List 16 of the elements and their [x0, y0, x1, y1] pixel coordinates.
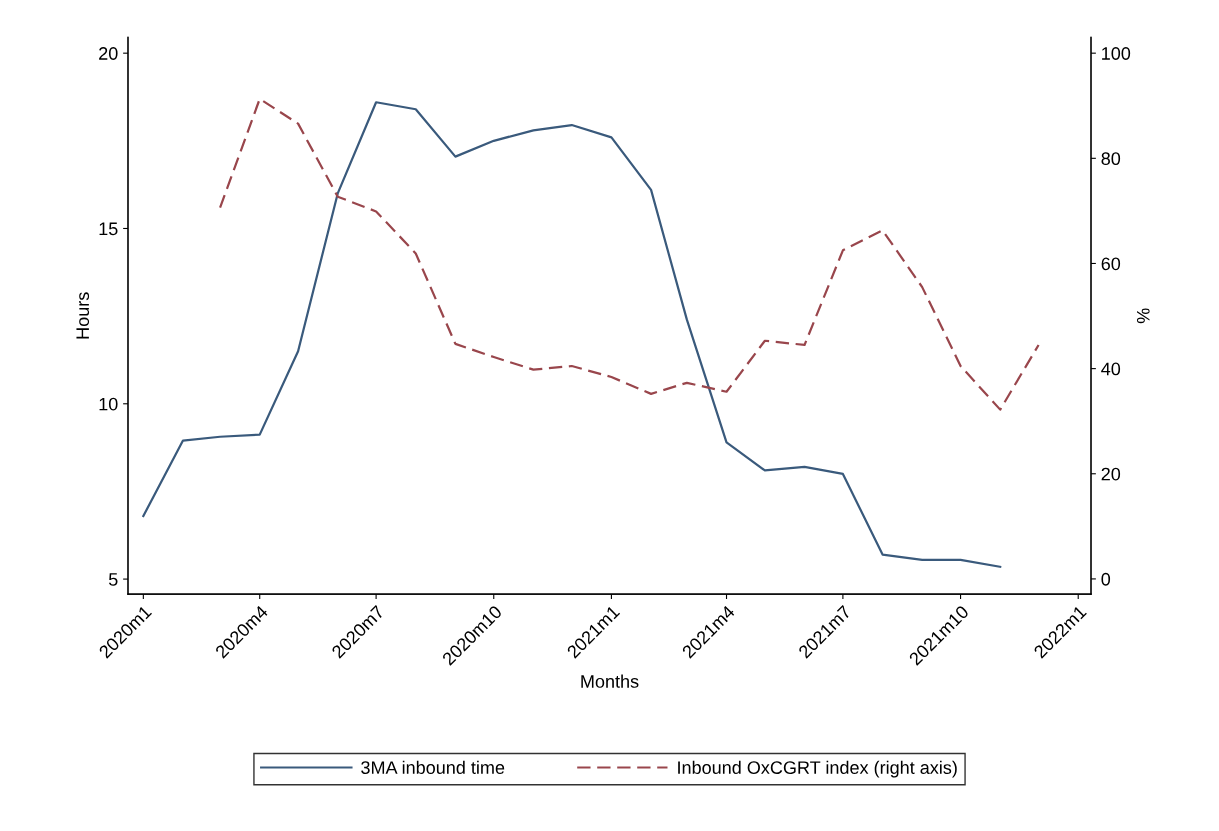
y2-tick-label: 100 — [1102, 47, 1131, 60]
legend-label: 3MA inbound time — [361, 760, 505, 775]
x-axis-title: Months — [581, 674, 639, 688]
y2-tick-label: 20 — [1101, 467, 1121, 481]
y2-tick-label: 60 — [1101, 257, 1121, 271]
y-tick-label: 20 — [99, 47, 118, 60]
y-tick-label: 15 — [99, 222, 118, 236]
y2-tick-label: 0 — [1101, 572, 1111, 586]
y2-tick-label: 40 — [1101, 362, 1121, 376]
line-series — [142, 101, 1002, 568]
y-axis-title: Hours — [76, 292, 90, 339]
y2-axis-title: % — [1136, 308, 1150, 324]
legend-label: Inbound OxCGRT index (right axis) — [678, 760, 957, 778]
y2-tick-label: 80 — [1101, 152, 1121, 166]
y-tick-label: 5 — [108, 573, 118, 586]
y-tick-label: 10 — [99, 397, 118, 411]
